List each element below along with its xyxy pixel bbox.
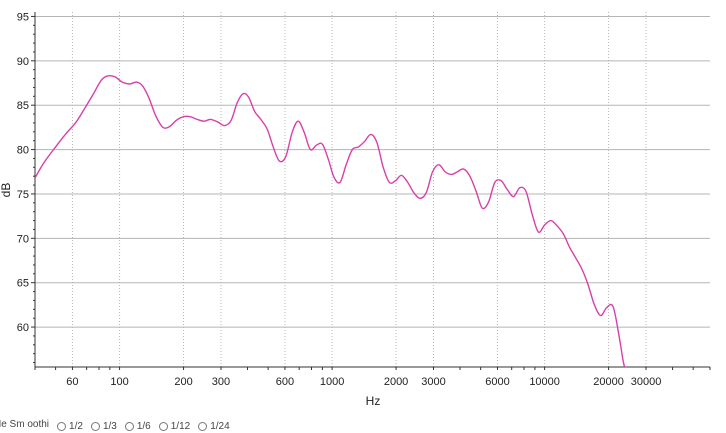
x-tick-label: 600 <box>276 376 294 388</box>
smoothing-option-1-6[interactable]: 1/6 <box>124 419 151 433</box>
x-tick-label: 3000 <box>421 376 445 388</box>
x-tick-label: 20000 <box>593 376 624 388</box>
y-tick-label: 60 <box>17 322 29 334</box>
smoothing-option-label: 1/2 <box>69 420 83 432</box>
smoothing-lead-text: Ne Sm oothi <box>0 419 50 430</box>
y-tick-label: 90 <box>17 56 29 68</box>
y-tick-labels: 60 65 70 75 80 85 90 95 <box>17 11 29 334</box>
radio-icon <box>57 421 67 431</box>
x-tick-label: 6000 <box>485 376 509 388</box>
smoothing-option-1-3[interactable]: 1/3 <box>90 419 117 433</box>
smoothing-option-label: 1/3 <box>102 420 117 432</box>
smoothing-option-1-24[interactable]: 1/24 <box>198 419 230 433</box>
x-tick-label: 60 <box>66 376 78 388</box>
axes <box>31 12 711 370</box>
radio-icon <box>158 421 168 431</box>
y-tick-label: 65 <box>17 278 29 290</box>
radio-icon <box>124 421 134 431</box>
smoothing-option-label: 1/12 <box>170 420 191 432</box>
y-tick-label: 75 <box>17 189 29 201</box>
y-tick-label: 85 <box>17 100 29 112</box>
x-axis-label: Hz <box>366 394 381 408</box>
smoothing-option-label: 1/24 <box>210 420 230 432</box>
y-axis-label: dB <box>0 183 13 198</box>
x-tick-label: 30000 <box>631 376 662 388</box>
y-tick-label: 95 <box>17 11 29 23</box>
smoothing-option-1-2[interactable]: 1/2 <box>57 419 83 433</box>
y-tick-label: 70 <box>17 233 29 245</box>
x-tick-label: 200 <box>174 376 192 388</box>
x-tick-label: 1000 <box>320 376 344 388</box>
smoothing-option-1-12[interactable]: 1/12 <box>158 419 191 433</box>
x-tick-label: 100 <box>110 376 128 388</box>
radio-icon <box>198 421 208 431</box>
grid-lines <box>35 12 710 367</box>
x-tick-labels: 60 100 200 300 600 1000 2000 3000 6000 10000 20000… <box>66 376 661 388</box>
series-line <box>35 74 626 367</box>
smoothing-options-bar: Ne Sm oothi 1/2 1/3 1/6 1/12 1/24 <box>0 419 230 433</box>
y-tick-label: 80 <box>17 145 29 157</box>
x-tick-label: 2000 <box>384 376 408 388</box>
x-tick-label: 300 <box>212 376 230 388</box>
smoothing-option-label: 1/6 <box>136 420 151 432</box>
radio-icon <box>90 421 100 431</box>
series-group <box>35 74 626 367</box>
x-tick-label: 10000 <box>529 376 560 388</box>
